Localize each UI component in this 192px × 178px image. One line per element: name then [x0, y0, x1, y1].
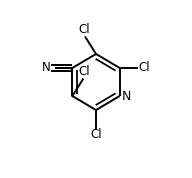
- Text: Cl: Cl: [79, 23, 90, 36]
- Text: Cl: Cl: [90, 128, 102, 142]
- Text: N: N: [122, 90, 131, 103]
- Text: Cl: Cl: [78, 66, 89, 78]
- Text: Cl: Cl: [138, 61, 150, 74]
- Text: N: N: [42, 61, 50, 74]
